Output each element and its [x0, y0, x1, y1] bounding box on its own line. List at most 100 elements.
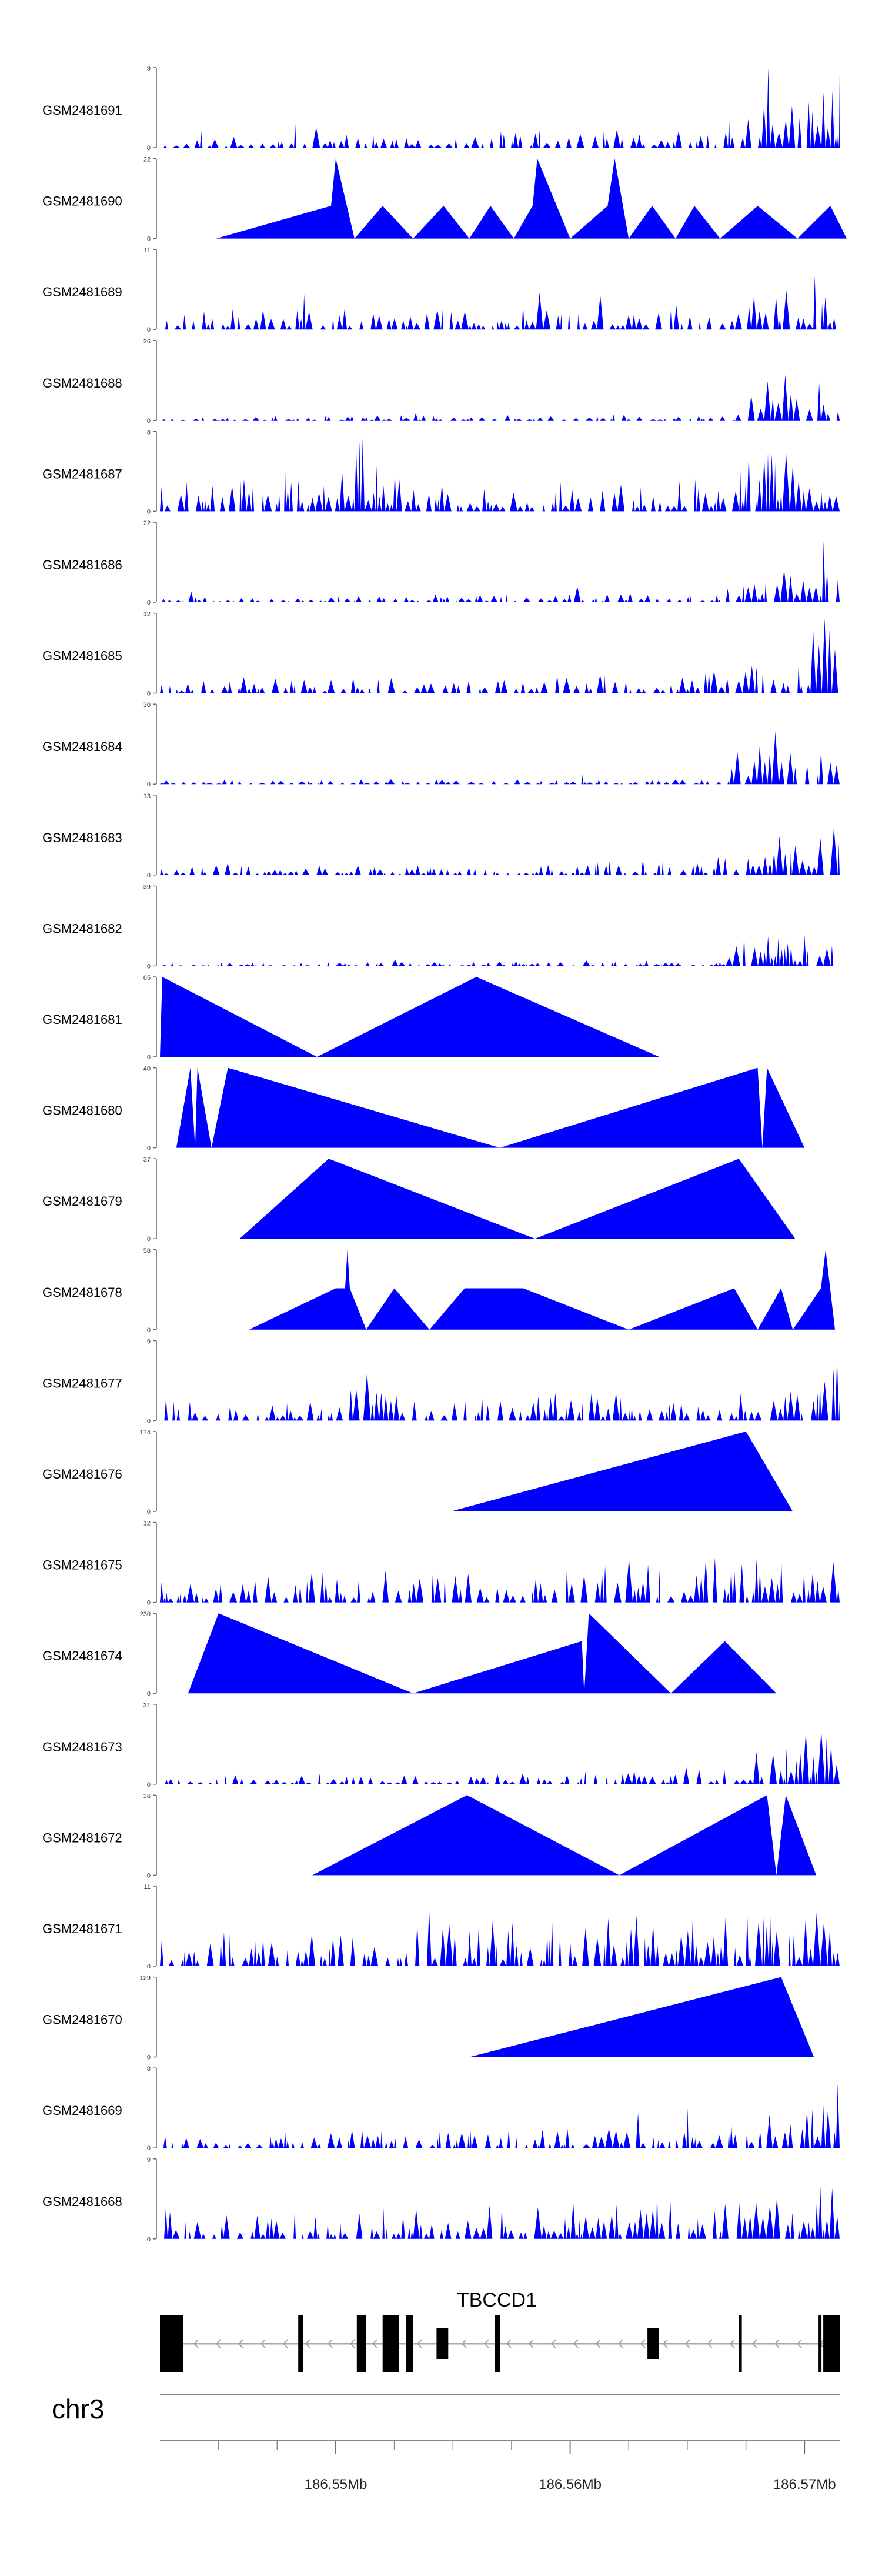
strand-arrow: [796, 2339, 802, 2348]
coverage-area: [450, 1432, 793, 1511]
y-axis-min-label: 0: [147, 236, 151, 243]
coverage-area: [160, 935, 840, 966]
strand-arrow: [483, 2339, 489, 2348]
track-label: GSM2481677: [42, 1376, 122, 1390]
track-GSM2481677: GSM2481677 9 0: [42, 1338, 840, 1424]
y-axis-max-label: 9: [147, 65, 151, 72]
strand-arrow: [729, 2339, 735, 2348]
track-label: GSM2481680: [42, 1103, 122, 1118]
y-axis-max-label: 129: [140, 1975, 151, 1982]
track-GSM2481669: GSM2481669 8 0: [42, 2066, 840, 2152]
track-GSM2481690: GSM2481690 22 0: [42, 156, 847, 243]
track-label: GSM2481674: [42, 1649, 122, 1663]
tracks-layer: GSM248169190GSM2481690220GSM2481689110GS…: [42, 65, 847, 2243]
track-GSM2481671: GSM2481671 11 0: [42, 1884, 840, 1970]
track-label: GSM2481685: [42, 649, 122, 663]
track-label: GSM2481670: [42, 2013, 122, 2027]
track-GSM2481683: GSM2481683 13 0: [42, 793, 840, 879]
y-axis-max-label: 9: [147, 2157, 151, 2164]
exon: [356, 2315, 366, 2372]
track-label: GSM2481684: [42, 739, 122, 754]
y-axis-max-label: 8: [147, 2066, 151, 2073]
y-axis-max-label: 9: [147, 1338, 151, 1345]
track-label: GSM2481668: [42, 2194, 122, 2209]
y-axis-min-label: 0: [147, 1600, 151, 1607]
strand-arrow: [349, 2339, 355, 2348]
track-GSM2481680: GSM2481680 40 0: [42, 1066, 805, 1152]
track-label: GSM2481690: [42, 194, 122, 209]
strand-arrow: [238, 2339, 243, 2348]
exon: [382, 2315, 399, 2372]
y-axis-min-label: 0: [147, 1327, 151, 1334]
strand-arrow: [416, 2339, 422, 2348]
track-label: GSM2481688: [42, 376, 122, 391]
track-GSM2481668: GSM2481668 9 0: [42, 2157, 840, 2243]
gene-name-label: TBCCD1: [457, 2289, 537, 2311]
strand-arrow: [327, 2339, 333, 2348]
coverage-area: [160, 827, 840, 875]
track-label: GSM2481671: [42, 1921, 122, 1936]
strand-arrow: [662, 2339, 668, 2348]
track-label: GSM2481682: [42, 921, 122, 936]
track-label: GSM2481679: [42, 1194, 122, 1209]
y-axis-max-label: 39: [143, 883, 151, 890]
y-axis-min-label: 0: [147, 599, 151, 606]
strand-arrow: [305, 2339, 310, 2348]
y-axis-min-label: 0: [147, 418, 151, 425]
coverage-area: [160, 438, 840, 512]
y-axis-min-label: 0: [147, 690, 151, 698]
exon: [818, 2315, 822, 2372]
y-axis-min-label: 0: [147, 326, 151, 333]
strand-arrow: [550, 2339, 556, 2348]
y-axis-max-label: 58: [143, 1247, 151, 1254]
y-axis-min-label: 0: [147, 963, 151, 970]
track-label: GSM2481673: [42, 1740, 122, 1754]
coverage-area: [249, 1249, 835, 1330]
track-GSM2481687: GSM2481687 8 0: [42, 429, 840, 515]
coverage-area: [312, 1795, 817, 1876]
coverage-area: [160, 1557, 840, 1603]
coverage-area: [160, 977, 660, 1057]
coverage-area: [176, 1067, 805, 1148]
exon: [298, 2315, 303, 2372]
axis-ticks: 186.55Mb 186.56Mb 186.57Mb: [218, 2441, 836, 2492]
y-axis-min-label: 0: [147, 2054, 151, 2061]
strand-arrow: [528, 2339, 534, 2348]
y-axis-min-label: 0: [147, 508, 151, 515]
strand-arrow: [215, 2339, 221, 2348]
exon: [647, 2328, 659, 2359]
y-axis-max-label: 13: [143, 793, 151, 800]
y-axis-max-label: 26: [143, 338, 151, 345]
strand-arrow: [751, 2339, 757, 2348]
track-label: GSM2481686: [42, 558, 122, 572]
coverage-area: [160, 731, 840, 785]
strand-arrow: [193, 2339, 199, 2348]
x-tick-label: 186.57Mb: [773, 2477, 836, 2492]
strand-arrow: [595, 2339, 601, 2348]
strand-arrow: [372, 2339, 377, 2348]
y-axis-min-label: 0: [147, 1417, 151, 1424]
y-axis-min-label: 0: [147, 1781, 151, 1788]
y-axis-min-label: 0: [147, 2236, 151, 2243]
track-GSM2481672: GSM2481672 36 0: [42, 1793, 817, 1879]
strand-arrow: [707, 2339, 713, 2348]
coverage-area: [160, 618, 840, 693]
strand-arrow: [461, 2339, 467, 2348]
y-axis-max-label: 11: [144, 1884, 151, 1891]
exon: [160, 2315, 183, 2372]
track-GSM2481681: GSM2481681 65 0: [42, 975, 660, 1061]
track-GSM2481684: GSM2481684 30 0: [42, 702, 840, 788]
track-GSM2481674: GSM2481674 230 0: [42, 1611, 777, 1697]
y-axis-max-label: 40: [143, 1066, 151, 1073]
y-axis-min-label: 0: [147, 2145, 151, 2152]
exon: [406, 2315, 413, 2372]
strand-arrow: [573, 2339, 579, 2348]
coverage-area: [469, 1977, 814, 2057]
track-label: GSM2481669: [42, 2103, 122, 2118]
strand-arrow: [640, 2339, 646, 2348]
y-axis-max-label: 31: [143, 1702, 151, 1709]
coverage-area: [160, 375, 840, 421]
y-axis-max-label: 37: [143, 1156, 151, 1163]
track-GSM2481670: GSM2481670 129 0: [42, 1975, 814, 2061]
exon: [495, 2315, 500, 2372]
